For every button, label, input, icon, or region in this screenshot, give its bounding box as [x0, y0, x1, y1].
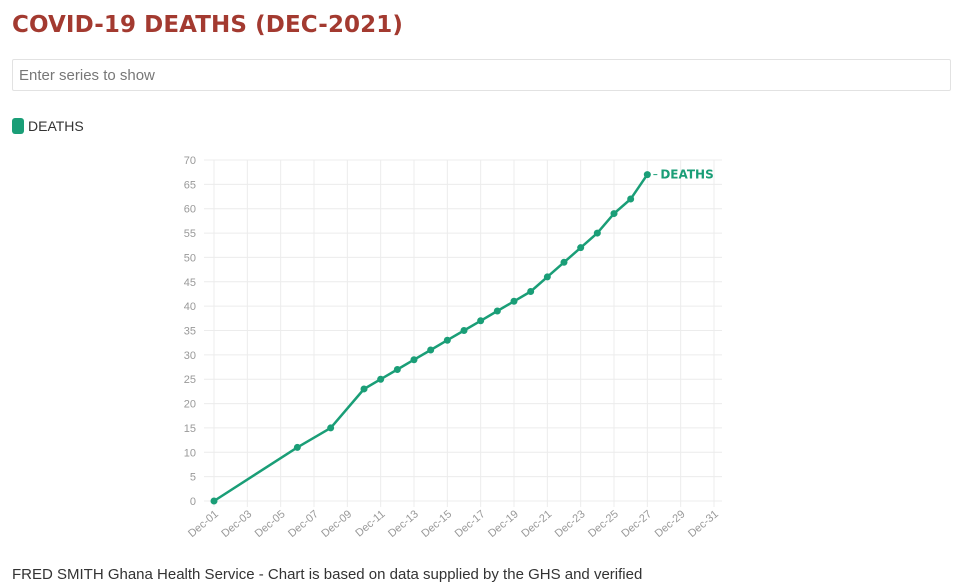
data-point: [377, 375, 385, 383]
y-tick-label: 15: [184, 423, 196, 435]
y-tick-label: 55: [184, 228, 196, 240]
data-point: [443, 336, 451, 344]
data-point: [360, 385, 368, 393]
y-tick-label: 0: [190, 496, 196, 508]
y-tick-label: 10: [184, 447, 196, 459]
data-point: [577, 244, 585, 252]
y-tick-label: 45: [184, 277, 196, 289]
x-tick-label: Dec-03: [219, 508, 254, 540]
legend-label: DEATHS: [28, 118, 84, 134]
y-tick-label: 40: [184, 301, 196, 313]
x-tick-label: Dec-21: [519, 508, 554, 540]
data-point: [627, 195, 635, 203]
data-point: [493, 307, 501, 315]
data-point: [643, 171, 651, 179]
y-tick-label: 35: [184, 326, 196, 338]
x-tick-label: Dec-27: [619, 508, 654, 540]
y-tick-label: 30: [184, 350, 196, 362]
data-point: [327, 424, 335, 432]
y-tick-label: 20: [184, 399, 196, 411]
y-tick-label: 70: [184, 155, 196, 167]
legend-item-deaths[interactable]: DEATHS: [12, 118, 84, 134]
data-point: [293, 443, 301, 451]
series-end-label: DEATHS: [660, 168, 713, 182]
x-tick-label: Dec-11: [353, 508, 387, 539]
legend-swatch: [12, 118, 24, 134]
data-point: [393, 365, 401, 373]
data-point: [593, 229, 601, 237]
data-point: [460, 327, 468, 334]
x-tick-label: Dec-17: [453, 508, 488, 540]
x-tick-label: Dec-09: [319, 508, 354, 540]
x-tick-label: Dec-19: [486, 508, 521, 540]
page-title: COVID-19 DEATHS (DEC-2021): [12, 12, 403, 38]
series-search-input[interactable]: [12, 59, 951, 91]
data-point: [210, 497, 218, 505]
x-tick-label: Dec-23: [553, 508, 588, 540]
x-tick-label: Dec-05: [253, 508, 288, 540]
x-tick-label: Dec-13: [386, 508, 421, 540]
data-point: [610, 210, 618, 218]
y-tick-label: 5: [190, 472, 196, 484]
x-tick-label: Dec-07: [286, 508, 321, 540]
y-tick-label: 65: [184, 179, 196, 191]
y-tick-label: 50: [184, 252, 196, 264]
data-point: [527, 288, 535, 296]
y-tick-label: 60: [184, 204, 196, 216]
y-tick-label: 25: [184, 374, 196, 386]
data-point: [543, 273, 551, 281]
x-tick-label: Dec-15: [419, 508, 454, 540]
x-tick-label: Dec-29: [653, 508, 688, 540]
data-point: [560, 258, 568, 266]
data-point: [427, 346, 435, 354]
x-tick-label: Dec-01: [186, 508, 221, 540]
data-point: [477, 317, 485, 325]
data-point: [510, 297, 518, 305]
x-tick-label: Dec-31: [686, 508, 721, 540]
x-tick-label: Dec-25: [586, 508, 621, 540]
data-point: [410, 356, 418, 364]
